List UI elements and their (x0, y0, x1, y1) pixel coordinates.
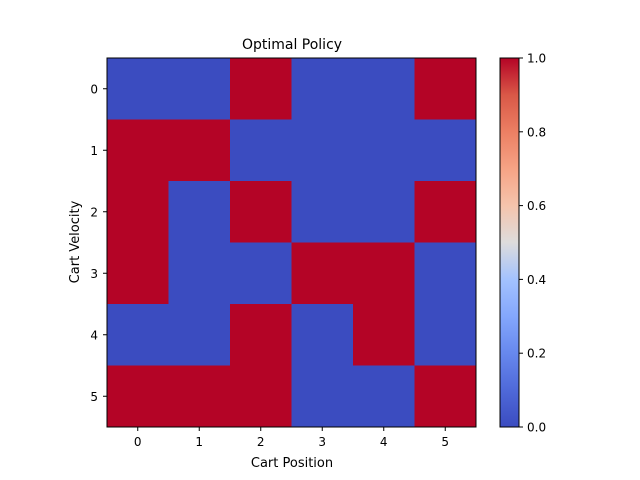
heatmap-cell (414, 58, 477, 120)
heatmap-cell (230, 119, 292, 182)
y-tick-label: 0 (90, 82, 98, 96)
x-tick-label: 0 (134, 435, 142, 449)
y-tick-label: 4 (90, 328, 98, 342)
heatmap-cell (168, 181, 231, 243)
heatmap-cell (291, 304, 354, 366)
heatmap-cell (230, 58, 292, 120)
heatmap-cell (291, 242, 354, 305)
heatmap-cell (353, 58, 415, 120)
colorbar-ticks: 0.0 0.2 0.4 0.6 0.8 1.0 (519, 52, 546, 435)
heatmap-cell (107, 242, 169, 305)
heatmap-cell (414, 365, 477, 428)
heatmap-cell (353, 304, 415, 366)
y-axis-label: Cart Velocity (68, 200, 83, 283)
x-tick-label: 2 (257, 435, 265, 449)
heatmap-cell (168, 304, 231, 366)
heatmap-cell (168, 58, 231, 120)
heatmap-cell (230, 365, 292, 428)
x-tick-label: 5 (441, 435, 449, 449)
y-tick-label: 1 (90, 144, 98, 158)
heatmap-cells (107, 58, 477, 428)
colorbar-tick-label: 0.6 (527, 199, 546, 213)
colorbar-tick-label: 0.2 (527, 347, 546, 361)
heatmap-cell (107, 119, 169, 182)
heatmap-cell (291, 119, 354, 182)
heatmap-cell (353, 181, 415, 243)
heatmap-cell (168, 119, 231, 182)
heatmap-cell (353, 365, 415, 428)
chart-title: Optimal Policy (242, 37, 342, 53)
colorbar-tick-label: 0.4 (527, 273, 546, 287)
x-axis-label: Cart Position (251, 456, 333, 471)
heatmap-cell (291, 365, 354, 428)
heatmap-cell (291, 181, 354, 243)
heatmap-cell (414, 304, 477, 366)
heatmap-cell (353, 119, 415, 182)
heatmap-cell (230, 242, 292, 305)
heatmap-cell (230, 181, 292, 243)
heatmap-cell (414, 242, 477, 305)
y-tick-label: 2 (90, 205, 98, 219)
heatmap-cell (107, 365, 169, 428)
heatmap-cell (107, 58, 169, 120)
colorbar (499, 57, 520, 428)
x-axis-ticks: 0 1 2 3 4 5 (134, 427, 449, 449)
x-tick-label: 3 (318, 435, 326, 449)
plot-frame (106, 57, 477, 428)
heatmap-cell (414, 119, 477, 182)
y-axis-ticks: 0 1 2 3 4 5 (90, 82, 107, 404)
colorbar-tick-label: 0.0 (527, 421, 546, 435)
colorbar-tick-label: 1.0 (527, 52, 546, 66)
heatmap-cell (230, 304, 292, 366)
heatmap-cell (168, 242, 231, 305)
colorbar-tick-label: 0.8 (527, 125, 546, 139)
x-tick-label: 4 (380, 435, 388, 449)
y-tick-label: 3 (90, 267, 98, 281)
y-tick-label: 5 (90, 390, 98, 404)
heatmap-cell (168, 365, 231, 428)
heatmap-cell (414, 181, 477, 243)
x-tick-label: 1 (195, 435, 203, 449)
heatmap-cell (291, 58, 354, 120)
heatmap-cell (107, 304, 169, 366)
heatmap-cell (353, 242, 415, 305)
heatmap-cell (107, 181, 169, 243)
